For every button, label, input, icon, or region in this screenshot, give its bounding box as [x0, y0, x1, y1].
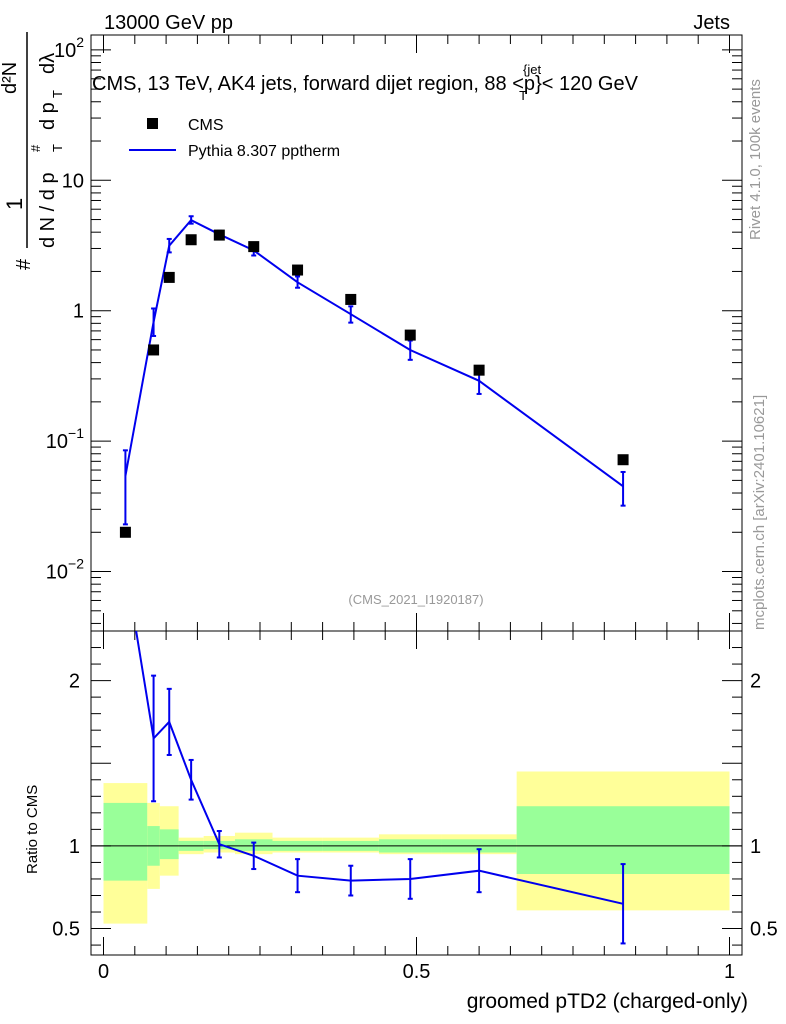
cms-data-point-4 [213, 229, 225, 241]
legend-cms-label: CMS [188, 117, 224, 134]
x-tick-label-1: 0.5 [403, 961, 431, 983]
cms-data-point-1 [148, 344, 160, 356]
legend-cms-marker [147, 118, 158, 129]
mcplots-label: mcplots.cern.ch [arXiv:2401.10621] [751, 395, 768, 630]
ratio-ytick-label-right-1: 1 [750, 836, 761, 858]
mc-line [124, 218, 624, 488]
ylabel-hash2: # [28, 144, 43, 152]
ratio-ylabel: Ratio to CMS [24, 785, 41, 874]
plot-title: CMS, 13 TeV, AK4 jets, forward dijet reg… [92, 62, 639, 103]
ylabel-dlambda: dλ [37, 53, 59, 74]
main-ylabel: # 1 d N / d p T # d²N d p T dλ [0, 32, 65, 270]
ylabel-dpt: d p [37, 102, 59, 130]
legend-mc-label: Pythia 8.307 pptherm [188, 143, 340, 160]
cms-data-point-0 [119, 526, 131, 538]
cms-data-point-2 [163, 271, 175, 283]
ratio-ytick-label-right-0: 2 [750, 671, 761, 693]
ratio-green-band-10 [516, 806, 730, 874]
ylabel-t2: T [50, 90, 65, 98]
main-ytick-label-3: 10−1 [46, 425, 84, 453]
main-ytick-label-4: 10−2 [46, 556, 84, 584]
ratio-green-band-0 [103, 802, 148, 881]
ratio-ytick-label-left-2: 0.5 [52, 919, 80, 941]
axis-tick-labels: 102 10 1 10−1 10−2 2 2 1 1 0.5 0.5 0 0.5 1 [46, 34, 778, 983]
cms-data-point-6 [292, 264, 304, 276]
x-tick-label-0: 0 [98, 961, 109, 983]
axis-ticks [91, 35, 742, 955]
ylabel-d2n: d²N [0, 62, 21, 94]
cms-data-point-8 [404, 329, 416, 341]
x-tick-label-2: 1 [724, 961, 735, 983]
ylabel-dn: d N / d p [37, 172, 59, 248]
ylabel-t1: T [50, 144, 65, 152]
ratio-mc-series [135, 631, 626, 945]
cms-data-series [119, 229, 629, 538]
cms-data-point-10 [617, 454, 629, 466]
ratio-ytick-label-left-0: 2 [69, 671, 80, 693]
main-ytick-label-0: 102 [54, 34, 84, 62]
x-axis-label: groomed pTD2 (charged-only) [467, 990, 748, 1013]
ylabel-one: 1 [2, 198, 27, 210]
cms-data-point-3 [185, 234, 197, 246]
mc-series [122, 215, 626, 526]
header-right: Jets [693, 12, 730, 34]
main-ytick-label-2: 1 [73, 301, 84, 323]
cms-data-point-7 [345, 293, 357, 305]
cms-data-point-5 [248, 241, 260, 253]
cms-data-point-9 [473, 364, 485, 376]
main-ytick-label-1: 10 [62, 170, 84, 192]
ylabel-hash1: # [13, 258, 35, 270]
ratio-green-band-2 [159, 829, 179, 860]
header-left: 13000 GeV pp [104, 12, 233, 34]
ratio-ytick-label-right-2: 0.5 [750, 919, 778, 941]
analysis-id: (CMS_2021_I1920187) [348, 592, 483, 607]
rivet-label: Rivet 4.1.0, 100k events [747, 79, 764, 240]
ratio-bands [103, 771, 730, 924]
ratio-ytick-label-left-1: 1 [69, 836, 80, 858]
